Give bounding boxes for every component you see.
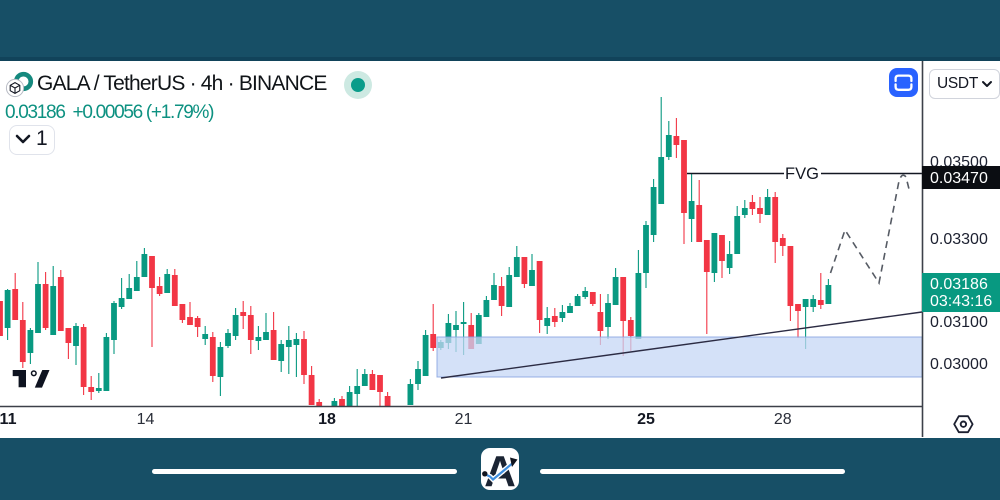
svg-text:0.03000: 0.03000	[930, 356, 988, 373]
svg-text:0.03186: 0.03186	[930, 276, 988, 293]
svg-text:14: 14	[137, 411, 155, 428]
svg-text:11: 11	[0, 411, 17, 428]
svg-text:25: 25	[637, 411, 655, 428]
svg-text:21: 21	[455, 411, 473, 428]
svg-text:0.03300: 0.03300	[930, 231, 988, 248]
svg-text:18: 18	[318, 411, 336, 428]
svg-text:FVG: FVG	[785, 165, 819, 183]
svg-text:A: A	[484, 448, 516, 490]
svg-text:0.03470: 0.03470	[930, 170, 988, 187]
svg-text:28: 28	[774, 411, 792, 428]
svg-text:0.03100: 0.03100	[930, 314, 988, 331]
svg-text:03:43:16: 03:43:16	[930, 293, 992, 310]
